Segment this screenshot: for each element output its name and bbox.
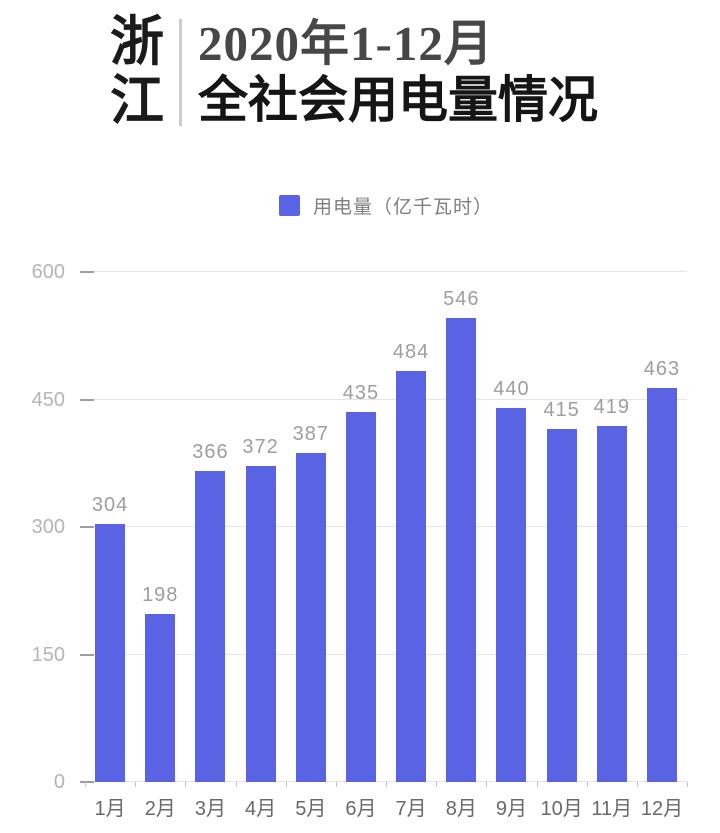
- bar-column: 435: [336, 272, 386, 782]
- bar-column: 415: [537, 272, 587, 782]
- baseline-tick: [486, 782, 488, 787]
- bar-column: 419: [587, 272, 637, 782]
- legend-label: 用电量（亿千瓦时）: [312, 197, 493, 218]
- gridline: [85, 526, 687, 527]
- bar: 546: [443, 288, 478, 782]
- bar-value-label: 387: [292, 423, 329, 446]
- bar-value-label: 435: [342, 382, 380, 405]
- x-axis-label: 11月: [591, 798, 633, 820]
- bar: 484: [393, 341, 428, 782]
- x-axis-label: 7月: [395, 798, 427, 820]
- x-axis-label: 1月: [94, 798, 126, 820]
- gridline: [85, 271, 687, 272]
- x-axis: 1月 2月 3月 4月 5月 6月 7月 8月 9月 10月 11月 12月: [85, 792, 687, 821]
- x-axis-label: 12月: [640, 798, 684, 820]
- y-axis-tick: [80, 398, 94, 401]
- bar-value-label: 372: [242, 435, 279, 458]
- baseline-tick: [386, 782, 387, 787]
- bar-column: 366: [185, 272, 235, 782]
- bar-column: 440: [486, 272, 536, 782]
- region-char-top: 浙: [110, 12, 164, 72]
- baseline-tick: [687, 782, 688, 787]
- title-line-2: 全社会用电量情况: [198, 72, 598, 128]
- region-char-bottom: 江: [110, 71, 164, 131]
- x-axis-label: 2月: [144, 798, 176, 820]
- bar: 419: [594, 396, 629, 782]
- x-axis-label: 10月: [540, 798, 583, 820]
- gridline: [85, 781, 687, 782]
- baseline-tick: [335, 782, 337, 787]
- bar-value-label: 419: [593, 395, 630, 418]
- title-line-1: 2020年1-12月: [198, 16, 494, 71]
- title-divider: [179, 19, 182, 126]
- bar-value-label: 463: [643, 358, 681, 381]
- baseline-tick: [436, 782, 438, 787]
- legend-swatch: [278, 195, 300, 216]
- baseline-tick: [85, 782, 86, 787]
- x-axis-label: 3月: [194, 798, 226, 820]
- bar-value-label: 440: [493, 378, 530, 400]
- region-label: 浙 江: [110, 12, 164, 131]
- bar-column: 372: [236, 272, 286, 782]
- y-axis-label: 300: [31, 516, 65, 538]
- bar: 387: [293, 423, 328, 782]
- y-axis-label: 150: [31, 643, 65, 666]
- y-axis-tick: [80, 781, 94, 783]
- x-axis-label: 4月: [245, 798, 277, 820]
- bar: 435: [343, 382, 378, 782]
- bar: 440: [493, 378, 529, 782]
- bar-column: 546: [436, 272, 486, 782]
- bar: 415: [543, 399, 579, 782]
- gridline: [85, 398, 687, 400]
- bar-value-label: 546: [443, 287, 480, 310]
- y-axis-label: 600: [31, 261, 65, 283]
- y-axis-tick: [80, 271, 94, 273]
- bar: 372: [242, 436, 278, 782]
- y-axis-label: 0: [53, 771, 65, 793]
- plot-area: 0 150 300 450 600 304 198 366 372 387 435 484 546 44…: [32, 261, 688, 793]
- x-axis-label: 6月: [345, 798, 377, 820]
- y-axis-tick: [80, 653, 94, 656]
- bar-column: 387: [286, 272, 336, 782]
- bar-value-label: 304: [91, 493, 129, 516]
- bar-value-label: 415: [543, 399, 580, 422]
- bar: 463: [644, 358, 679, 782]
- y-axis-tick: [80, 526, 94, 528]
- title-block: 2020年1-12月 全社会用电量情况: [198, 16, 598, 128]
- baseline-tick: [536, 782, 538, 787]
- legend: 用电量（亿千瓦时）: [85, 192, 687, 219]
- baseline-tick: [636, 782, 638, 787]
- bar: 198: [142, 584, 177, 782]
- baseline-tick: [586, 782, 588, 787]
- x-axis-label: 5月: [295, 798, 327, 820]
- x-axis-label: 8月: [445, 798, 477, 820]
- bar-column: 304: [85, 272, 135, 782]
- page-title: 浙 江 2020年1-12月 全社会用电量情况: [110, 12, 598, 131]
- bar-column: 484: [386, 272, 436, 782]
- gridline: [85, 653, 687, 655]
- y-axis-label: 450: [31, 388, 65, 411]
- bar-column: 463: [637, 272, 687, 782]
- bar-column: 198: [135, 272, 185, 782]
- baseline-tick: [185, 782, 187, 787]
- baseline-tick: [285, 782, 287, 787]
- gridlines-layer: 0 150 300 450 600: [32, 261, 688, 793]
- x-axis-label: 9月: [495, 798, 528, 820]
- bar-value-label: 198: [142, 583, 179, 606]
- baseline-tick: [235, 782, 237, 787]
- bars-layer: 304 198 366 372 387 435 484 546 440 415 419 463: [85, 272, 687, 782]
- baseline-tick: [135, 782, 137, 787]
- bar-value-label: 484: [392, 340, 430, 363]
- bar: 304: [92, 494, 127, 782]
- bar: 366: [192, 441, 228, 782]
- bar-value-label: 366: [192, 440, 229, 463]
